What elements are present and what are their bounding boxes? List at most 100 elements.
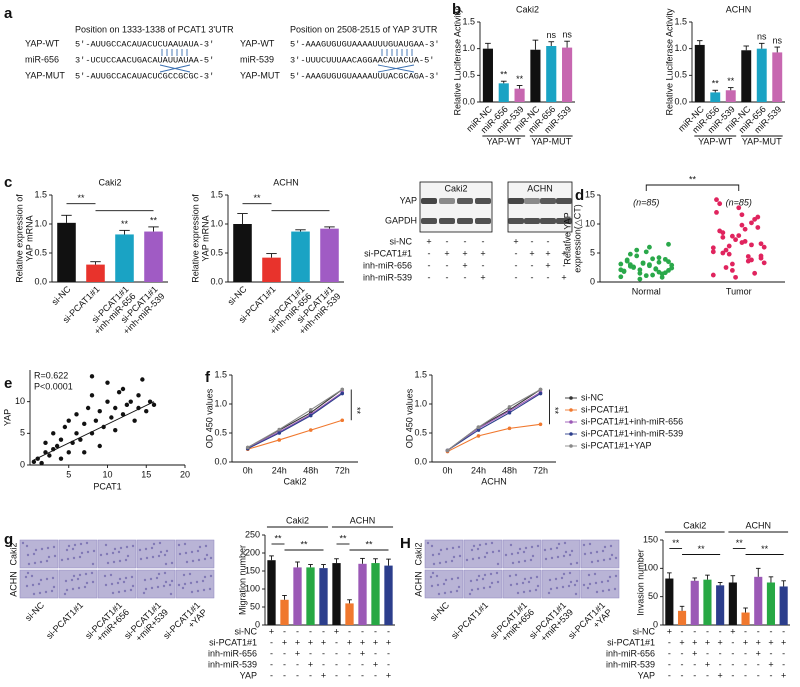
dot xyxy=(656,269,662,275)
group-label: YAP-WT xyxy=(487,136,522,146)
cell-spot xyxy=(143,578,147,582)
cell-spot xyxy=(476,587,480,591)
table-symbol: - xyxy=(681,670,684,680)
cell-spot xyxy=(64,579,68,583)
cell-spot xyxy=(130,575,134,579)
bar xyxy=(725,90,736,102)
cell-spot xyxy=(190,550,194,554)
micrograph xyxy=(580,539,620,569)
y-tick-label: 0.0 xyxy=(210,276,223,286)
table-symbol: - xyxy=(744,659,747,669)
blot-symbol: + xyxy=(462,260,467,270)
cell-spot xyxy=(563,541,567,545)
cell-spot xyxy=(483,573,487,577)
cell-spot xyxy=(164,562,168,566)
y-axis-label: expression(△CT) xyxy=(572,204,582,272)
cell-spot xyxy=(26,553,30,557)
cell-spot xyxy=(489,572,493,576)
cell-spot xyxy=(203,575,207,579)
cell-spot xyxy=(575,561,579,565)
cell-spot xyxy=(510,552,514,556)
x-axis-label: Caki2 xyxy=(283,476,306,486)
blot-band xyxy=(475,198,491,204)
blot-symbol: - xyxy=(531,236,534,246)
cell-spot xyxy=(117,590,121,594)
bar xyxy=(530,49,541,102)
cell-spot xyxy=(508,574,512,578)
cell-spot xyxy=(534,588,538,592)
blot-protein: GAPDH xyxy=(385,215,417,225)
table-symbol: - xyxy=(270,670,273,680)
x-tick-label: 24h xyxy=(471,465,486,475)
table-symbol: - xyxy=(296,626,299,636)
point xyxy=(116,389,122,395)
cell-spot xyxy=(438,561,442,565)
y-tick-label: 1.0 xyxy=(34,218,47,228)
cell-spot xyxy=(436,583,440,587)
group-label: YAP-WT xyxy=(698,136,733,146)
cell-spot xyxy=(536,544,540,548)
cell-spot xyxy=(201,579,205,583)
cell-spot xyxy=(104,583,108,587)
annotation: ** xyxy=(339,533,347,543)
dot xyxy=(618,261,624,267)
cell-spot xyxy=(443,591,447,595)
panel-letter: H xyxy=(400,535,411,552)
cell-spot xyxy=(182,573,186,577)
table-symbol: - xyxy=(782,659,785,669)
table-symbol: + xyxy=(386,637,391,647)
cell-spot xyxy=(469,579,473,583)
cell-spot xyxy=(103,574,107,578)
cell-spot xyxy=(50,589,54,593)
cell-spot xyxy=(83,585,87,589)
annotation: R=0.622 xyxy=(34,370,68,380)
cell-spot xyxy=(196,549,200,553)
cell-spot xyxy=(67,544,71,548)
table-symbol: - xyxy=(782,626,785,636)
group-label: Caki2 xyxy=(286,515,309,525)
cell-spot xyxy=(586,586,590,590)
annotation: ** xyxy=(352,407,362,415)
blot-symbol: + xyxy=(480,272,485,282)
cell-spot xyxy=(90,571,94,575)
y-axis-label: Invasion number xyxy=(635,549,645,616)
dot xyxy=(729,268,735,273)
x-tick-label: 15 xyxy=(141,469,151,479)
group-label: ACHN xyxy=(745,520,771,530)
dot xyxy=(647,262,652,267)
point xyxy=(39,460,44,466)
cell-spot xyxy=(157,554,161,558)
cell-spot xyxy=(84,572,88,576)
line xyxy=(447,389,541,451)
panel-letter: g xyxy=(4,531,13,548)
table-symbol: - xyxy=(706,670,709,680)
micrograph xyxy=(136,569,176,599)
annotation: ** xyxy=(712,79,720,89)
cell-spot xyxy=(593,572,597,576)
dot xyxy=(726,243,732,249)
table-symbol: + xyxy=(386,670,391,680)
table-symbol: - xyxy=(348,659,351,669)
table-symbol: + xyxy=(743,637,748,647)
annotation: ** xyxy=(550,407,560,415)
cell-spot xyxy=(430,544,434,548)
cell-spot xyxy=(196,589,200,593)
table-row-label: si-PCAT1#1 xyxy=(607,637,655,647)
point xyxy=(128,399,133,404)
blot-band xyxy=(508,218,524,224)
bar xyxy=(562,47,573,102)
cell-spot xyxy=(91,562,95,566)
blot-symbol: - xyxy=(563,260,566,270)
blot-row-label: si-NC xyxy=(390,236,413,246)
point xyxy=(105,380,110,385)
cell-spot xyxy=(85,541,89,545)
cell-spot xyxy=(471,557,475,561)
bar xyxy=(371,563,380,625)
dot xyxy=(733,274,738,280)
bar xyxy=(144,231,163,282)
micrograph xyxy=(424,539,464,569)
bar xyxy=(754,576,763,625)
y-tick-label: 0.0 xyxy=(34,276,47,286)
x-tick-label: 72h xyxy=(335,465,350,475)
dot xyxy=(717,228,723,234)
